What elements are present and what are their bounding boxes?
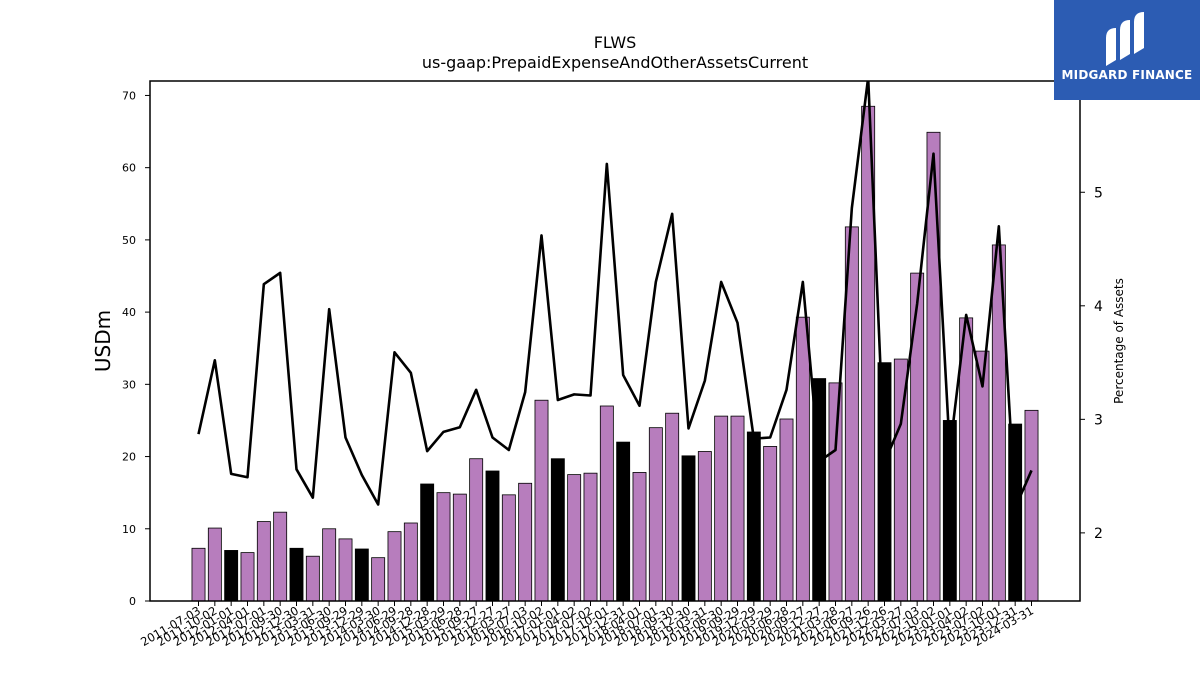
y-axis-right: 2 3 4 5 <box>1080 185 1103 542</box>
bar <box>485 470 500 602</box>
bar <box>420 483 435 602</box>
bar <box>534 399 549 602</box>
y-tick-label: 30 <box>122 378 136 391</box>
bar <box>616 441 631 602</box>
bar <box>305 555 320 602</box>
y-tick-label: 10 <box>122 523 136 536</box>
brand-logo-text: MIDGARD FINANCE <box>1061 68 1193 82</box>
bar <box>828 382 843 602</box>
bar <box>191 547 206 602</box>
y-tick-label: 70 <box>122 89 136 102</box>
bar <box>648 427 663 602</box>
bar <box>469 458 484 602</box>
x-axis: 2011-07-032011-10-022012-01-012012-04-01… <box>138 601 1036 649</box>
y-tick-label: 60 <box>122 162 136 175</box>
bar <box>256 521 271 602</box>
bar <box>452 493 467 602</box>
bar <box>681 455 696 602</box>
y-tick-label: 20 <box>122 451 136 464</box>
chart-subtitle: us-gaap:PrepaidExpenseAndOtherAssetsCurr… <box>422 53 808 72</box>
bar <box>975 350 990 602</box>
bar <box>207 527 222 602</box>
bar <box>436 492 451 602</box>
percentage-line <box>197 81 1033 510</box>
bar <box>632 472 647 602</box>
bar <box>730 415 745 602</box>
y-tick-label: 0 <box>129 595 136 608</box>
bar <box>403 522 418 602</box>
bar <box>567 474 582 602</box>
bar <box>289 547 304 602</box>
y-tick-label: 50 <box>122 234 136 247</box>
bar <box>322 528 337 602</box>
midgard-logo-icon <box>1106 12 1144 66</box>
bar <box>518 482 533 602</box>
bar <box>273 511 288 602</box>
y2-tick-label: 5 <box>1094 185 1103 201</box>
y-axis-left: 0 10 20 30 40 50 60 70 <box>122 89 150 608</box>
y-axis-label: USDm <box>91 310 115 372</box>
y2-tick-label: 2 <box>1094 526 1103 542</box>
bar <box>240 552 255 602</box>
bar <box>746 431 761 602</box>
bar <box>714 415 729 602</box>
brand-logo: MIDGARD FINANCE <box>1054 0 1200 100</box>
y-tick-label: 40 <box>122 306 136 319</box>
bar <box>599 405 614 602</box>
y2-tick-label: 3 <box>1094 412 1103 428</box>
bar <box>354 548 369 602</box>
chart-title: FLWS <box>594 33 637 52</box>
bar <box>387 531 402 602</box>
bar <box>795 316 810 602</box>
bar <box>697 451 712 602</box>
y2-tick-label: 4 <box>1094 299 1103 315</box>
plot-frame <box>149 80 1081 602</box>
bar <box>224 550 239 602</box>
bar <box>1024 409 1039 602</box>
bar <box>550 458 565 602</box>
bar <box>501 494 516 602</box>
bar <box>371 557 386 602</box>
bar <box>779 418 794 602</box>
bar <box>583 472 598 602</box>
bar <box>665 412 680 602</box>
bar <box>877 362 892 602</box>
bar <box>338 538 353 602</box>
bar <box>910 272 925 602</box>
bar <box>763 446 778 602</box>
y2-axis-label: Percentage of Assets <box>1112 278 1126 404</box>
line-group <box>197 81 1033 510</box>
